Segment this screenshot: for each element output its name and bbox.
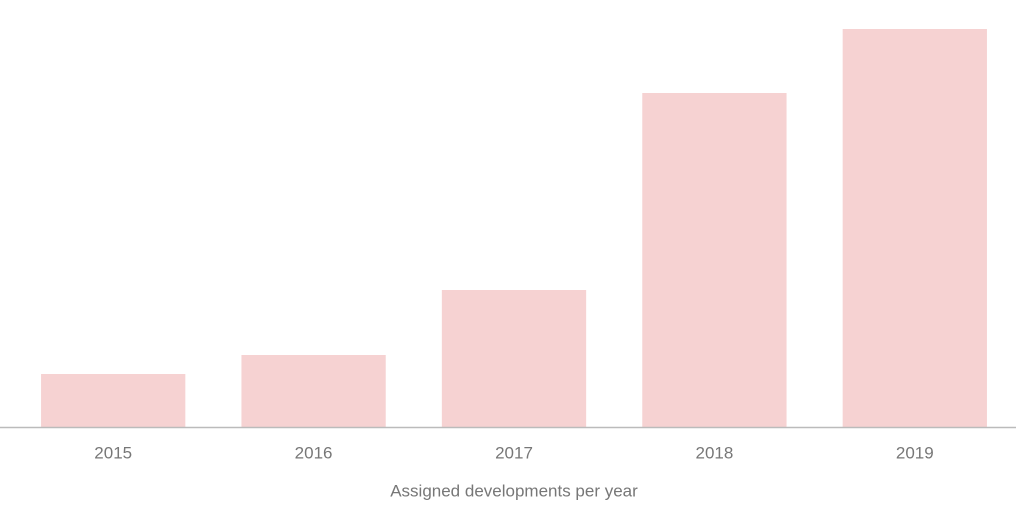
bar (241, 355, 386, 427)
x-tick-label: 2017 (495, 443, 533, 462)
x-tick-label: 2018 (695, 443, 733, 462)
x-axis-title: Assigned developments per year (390, 481, 638, 500)
bar (41, 374, 186, 427)
x-tick-label: 2015 (94, 443, 132, 462)
bar (441, 290, 587, 427)
bar (642, 93, 787, 427)
bar (842, 29, 987, 427)
x-tick-label: 2016 (295, 443, 333, 462)
x-tick-label: 2019 (896, 443, 934, 462)
